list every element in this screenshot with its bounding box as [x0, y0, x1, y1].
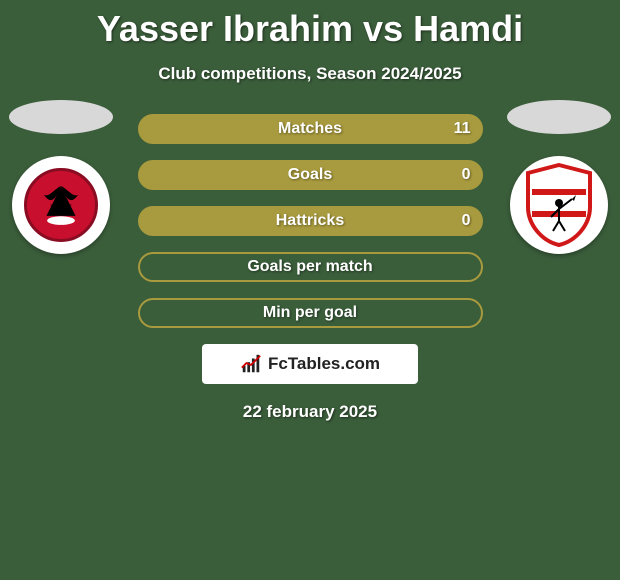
al-ahly-crest-icon — [24, 168, 98, 242]
stat-value-player1: 0 — [462, 212, 471, 230]
stat-label: Goals per match — [247, 258, 372, 276]
zamalek-crest-icon — [524, 163, 594, 247]
stat-row: Goals 0 — [138, 160, 483, 190]
stat-row: Matches 11 — [138, 114, 483, 144]
player-left-club-crest — [12, 156, 110, 254]
comparison-panel: Matches 11 Goals 0 Hattricks 0 Goals per match… — [0, 114, 620, 328]
brand-text: FcTables.com — [268, 354, 380, 374]
stat-row: Hattricks 0 — [138, 206, 483, 236]
stat-rows: Matches 11 Goals 0 Hattricks 0 Goals per match… — [138, 114, 483, 328]
brand-badge: FcTables.com — [202, 344, 418, 384]
page-title: Yasser Ibrahim vs Hamdi — [0, 0, 620, 50]
stat-label: Hattricks — [276, 212, 344, 230]
stat-label: Min per goal — [263, 304, 357, 322]
subtitle: Club competitions, Season 2024/2025 — [0, 64, 620, 84]
player-right-club-crest — [510, 156, 608, 254]
date-label: 22 february 2025 — [0, 402, 620, 422]
brand-chart-icon — [240, 353, 262, 375]
stat-label: Goals — [288, 166, 332, 184]
player-right-portrait-placeholder — [507, 100, 611, 134]
stat-label: Matches — [278, 120, 342, 138]
player-right-column — [504, 100, 614, 254]
stat-row: Min per goal — [138, 298, 483, 328]
stat-value-player1: 11 — [454, 120, 471, 138]
stat-value-player1: 0 — [462, 166, 471, 184]
player-left-column — [6, 100, 116, 254]
stat-row: Goals per match — [138, 252, 483, 282]
player-left-portrait-placeholder — [9, 100, 113, 134]
